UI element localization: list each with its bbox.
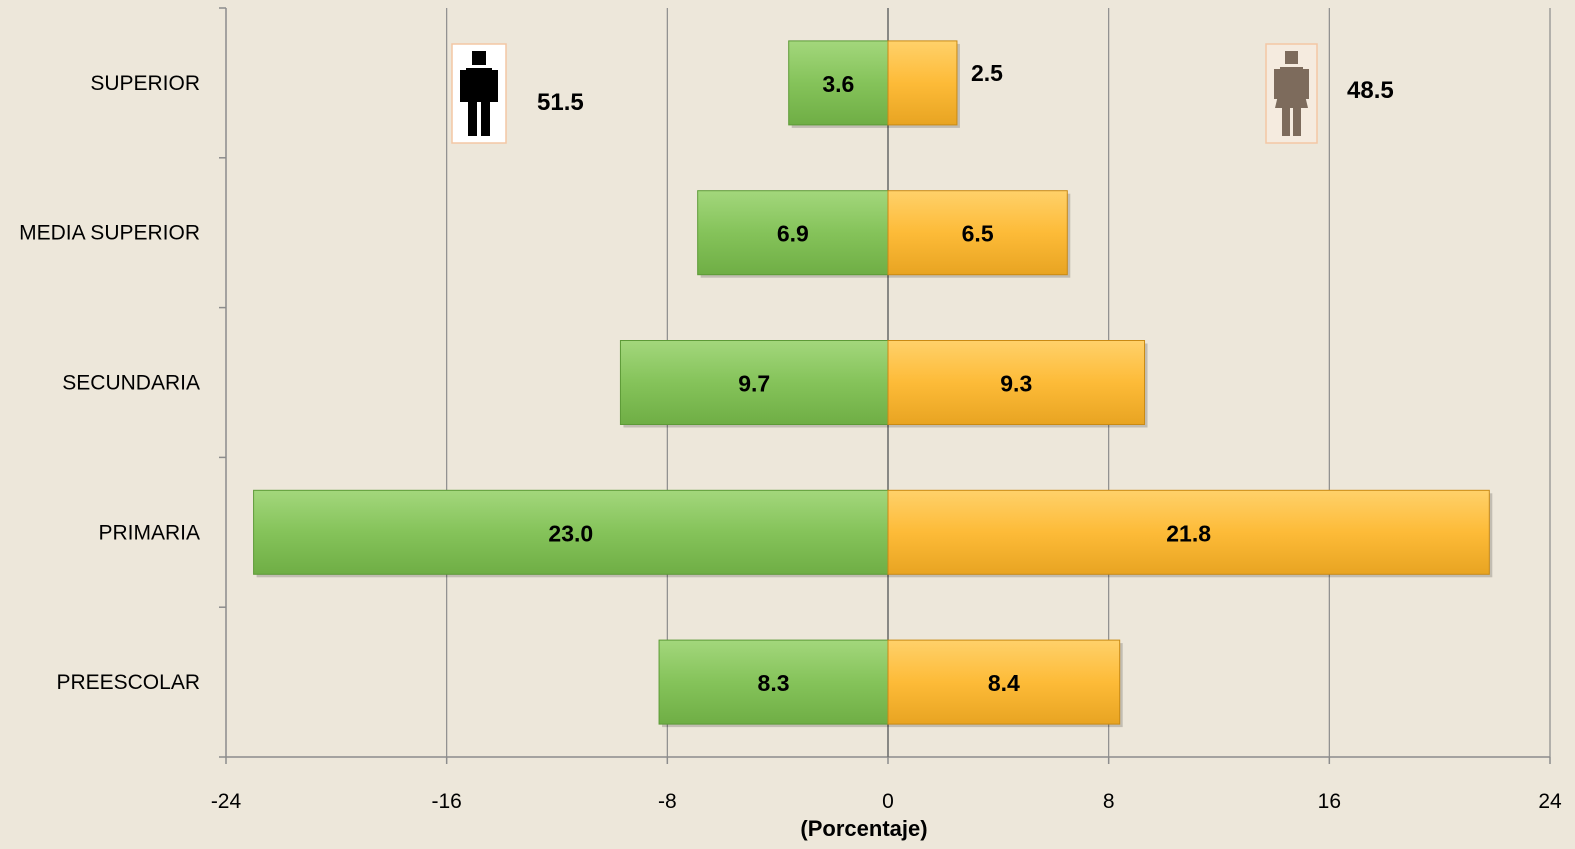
legend-icons — [451, 43, 1318, 144]
x-axis-title: (Porcentaje) — [800, 816, 927, 841]
bar-left — [788, 40, 889, 126]
female-person-icon — [1265, 43, 1318, 144]
bar-left-value-label: 3.6 — [822, 71, 854, 97]
category-label: SECUNDARIA — [62, 372, 200, 395]
category-label: PRIMARIA — [98, 521, 200, 544]
bars — [253, 40, 1493, 728]
bar-right-value-label: 21.8 — [1166, 520, 1211, 546]
bar-right-value-label: 9.3 — [1000, 371, 1032, 397]
bar-right — [887, 639, 1121, 725]
x-tick-label: -24 — [211, 790, 242, 813]
bar-right — [887, 340, 1146, 425]
male-total-label: 51.5 — [537, 89, 584, 116]
bar-left — [658, 639, 889, 725]
bar-left-value-label: 8.3 — [758, 670, 790, 696]
female-total-label: 48.5 — [1347, 77, 1394, 104]
bar-right-value-label: 6.5 — [962, 221, 994, 247]
bar-right-value-label: 8.4 — [988, 670, 1020, 696]
bar-right — [887, 190, 1068, 276]
x-tick-label: 24 — [1538, 790, 1562, 813]
bar-right — [887, 40, 958, 126]
category-label: SUPERIOR — [90, 72, 200, 95]
bar-left — [619, 340, 889, 425]
x-tick-label: 0 — [882, 790, 894, 813]
x-tick-label: 8 — [1103, 790, 1115, 813]
x-tick-label: 16 — [1318, 790, 1341, 813]
bar-left-value-label: 6.9 — [777, 221, 809, 247]
male-person-icon — [451, 43, 507, 144]
labels: -24 -16 -8 0 8 16 24 (Porcentaje) SUPERIOR MEDIA … — [19, 60, 1562, 841]
category-label: PREESCOLAR — [56, 671, 200, 694]
bar-right — [887, 489, 1490, 575]
x-tick-label: -8 — [658, 790, 677, 813]
bar-right-value-label: 2.5 — [971, 60, 1003, 86]
bar-left-value-label: 9.7 — [738, 371, 770, 397]
bar-left-value-label: 23.0 — [548, 520, 593, 546]
x-tick-label: -16 — [431, 790, 461, 813]
category-label: MEDIA SUPERIOR — [19, 222, 200, 245]
